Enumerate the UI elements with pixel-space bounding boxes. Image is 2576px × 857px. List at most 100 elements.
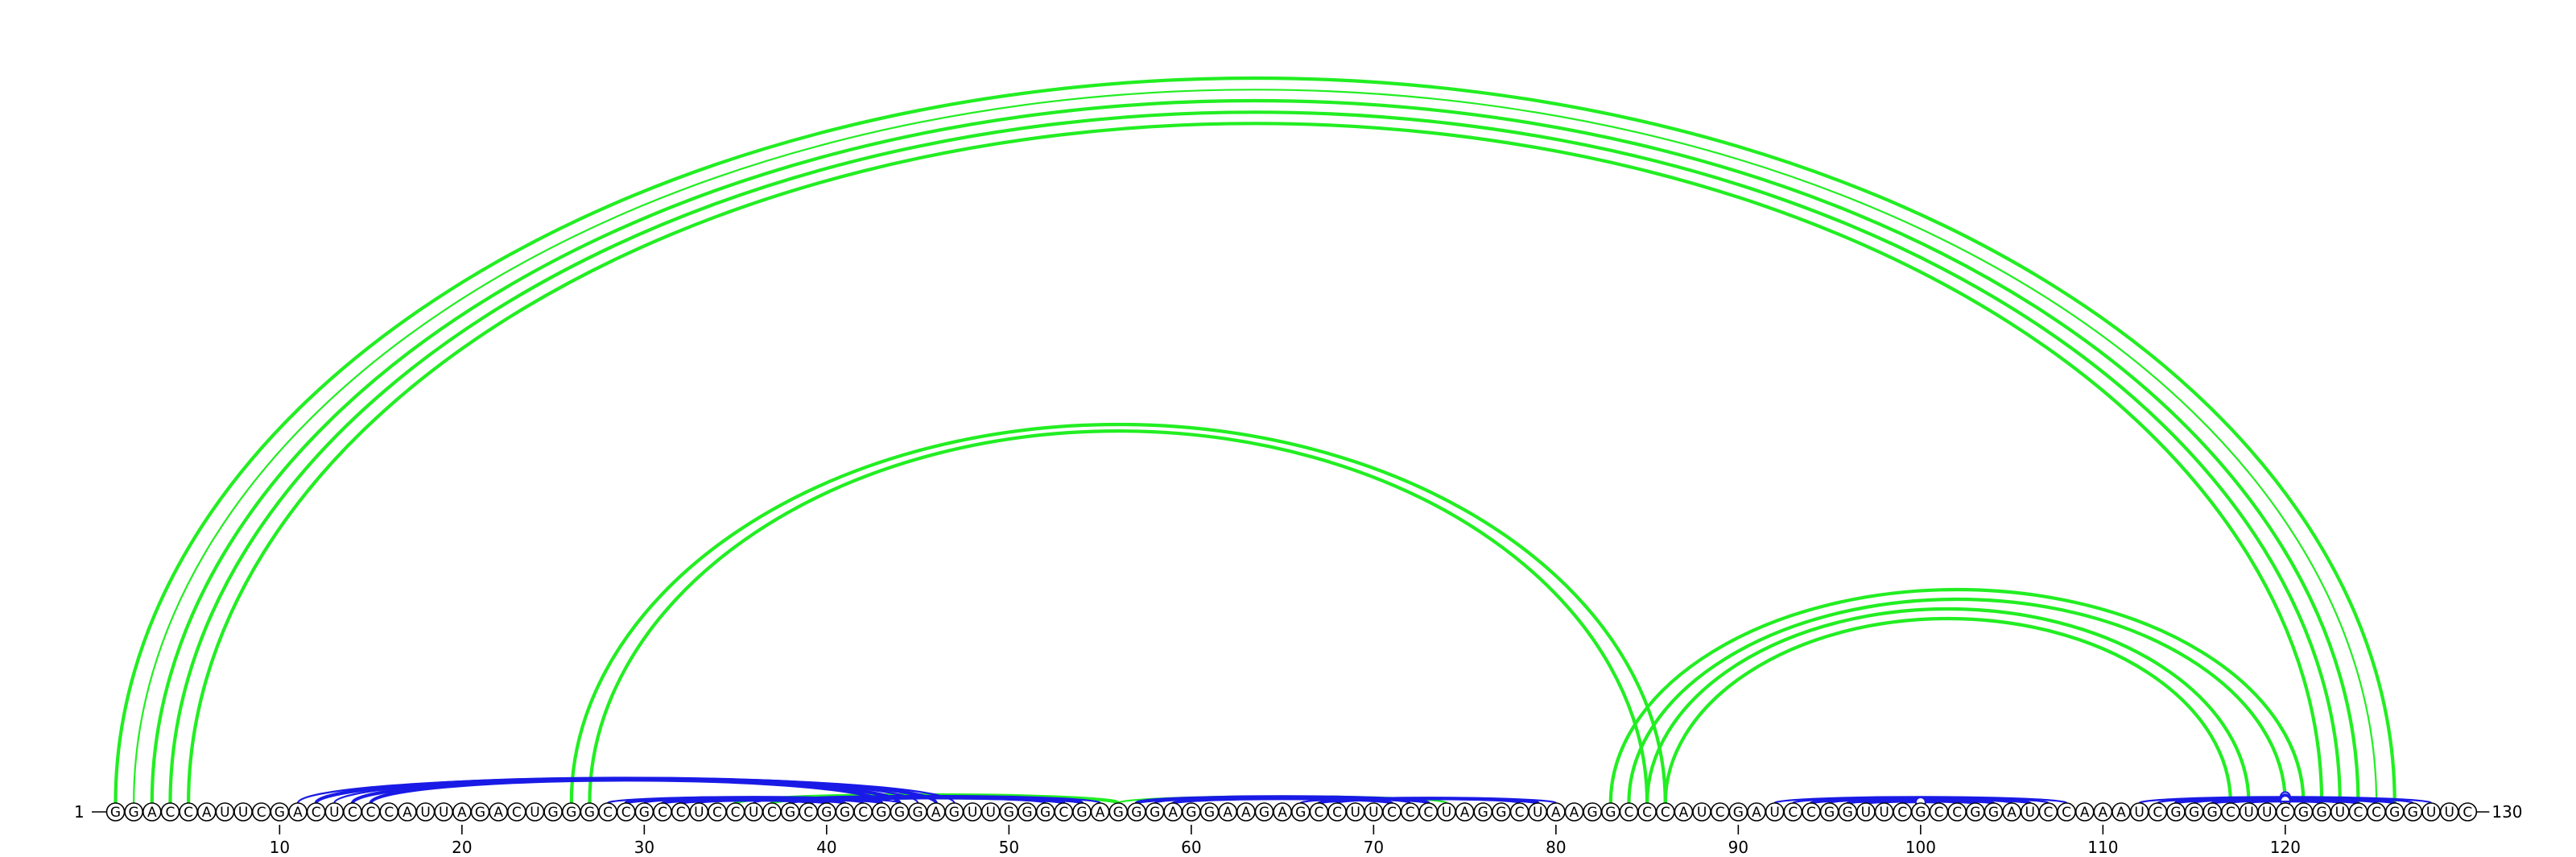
nucleotide-letter: A — [1223, 805, 1232, 821]
nucleotide-letter: C — [1423, 805, 1433, 821]
nucleotide-letter: A — [1096, 805, 1105, 821]
nucleotide-letter: G — [840, 805, 850, 821]
nucleotide: C — [2057, 802, 2076, 822]
nucleotide-letter: G — [894, 805, 905, 821]
blue-base-pair-arc — [1335, 798, 1521, 805]
nucleotide: A — [288, 802, 308, 822]
nucleotide-letter: G — [275, 805, 285, 821]
nucleotide: A — [1273, 802, 1292, 822]
nucleotide: A — [2074, 802, 2095, 822]
nucleotide-letter: A — [2099, 805, 2108, 821]
position-tick: 10 — [270, 825, 290, 857]
tick-label: 60 — [1181, 838, 1201, 857]
nucleotide: U — [744, 802, 764, 822]
nucleotide-letter: C — [1515, 805, 1525, 821]
nucleotide-letter: G — [1295, 805, 1306, 821]
nucleotide: C — [2148, 802, 2168, 822]
tick-label: 10 — [270, 838, 290, 857]
nucleotide: C — [1637, 802, 1657, 822]
position-tick: 100 — [1905, 825, 1936, 857]
nucleotide-letter: U — [1533, 805, 1542, 821]
nucleotide: C — [853, 802, 873, 822]
nucleotide: C — [2038, 802, 2058, 822]
nucleotide: G — [1966, 802, 1985, 822]
nucleotide-letter: U — [2134, 805, 2144, 821]
nucleotide-letter: C — [348, 805, 357, 821]
nucleotide: A — [2093, 802, 2113, 822]
nucleotide-letter: G — [949, 805, 960, 821]
green-base-pair-arc — [1608, 587, 2306, 804]
green-base-pair-arc — [150, 98, 2360, 804]
green-base-pair-arc — [1645, 607, 2251, 804]
nucleotide: U — [1692, 802, 1711, 822]
nucleotide-letter: C — [2043, 805, 2053, 821]
nucleotide-letter: A — [1168, 805, 1178, 821]
nucleotide-letter: C — [366, 805, 376, 821]
nucleotide: G — [1911, 802, 1930, 822]
nucleotide-letter: A — [402, 805, 412, 821]
nucleotide-letter: U — [1861, 805, 1871, 821]
nucleotide-letter: U — [2444, 805, 2454, 821]
nucleotide: U — [525, 802, 545, 822]
nucleotide-letter: U — [238, 805, 248, 821]
nucleotide-letter: C — [621, 805, 631, 821]
nucleotide-letter: U — [2244, 805, 2253, 821]
nucleotide-letter: U — [1368, 805, 1378, 821]
nucleotide: G — [999, 802, 1019, 822]
nucleotide-letter: A — [493, 805, 503, 821]
nucleotide-letter: U — [1350, 805, 1360, 821]
nucleotide-letter: C — [676, 805, 686, 821]
nucleotide: G — [908, 802, 927, 822]
nucleotide: A — [1236, 802, 1256, 822]
sequence-axis: 1 130 — [74, 802, 2523, 822]
nucleotide-letter: C — [2462, 805, 2472, 821]
nucleotide-letter: C — [312, 805, 321, 821]
nucleotide-letter: C — [1332, 805, 1342, 821]
nucleotide-letter: C — [1059, 805, 1068, 821]
nucleotide-letter: A — [147, 805, 157, 821]
nucleotide-letter: C — [166, 805, 175, 821]
nucleotide-letter: G — [913, 805, 923, 821]
nucleotide-letter: U — [2262, 805, 2272, 821]
sequence-start-label: 1 — [74, 802, 85, 822]
nucleotide: G — [1108, 802, 1129, 822]
nucleotide-letter: A — [293, 805, 303, 821]
nucleotide-letter: U — [2025, 805, 2035, 821]
nucleotide: G — [2293, 802, 2314, 822]
nucleotide-letter: C — [658, 805, 667, 821]
nucleotide: C — [179, 802, 198, 822]
nucleotide-letter: G — [2389, 805, 2400, 821]
nucleotide-letter: G — [1970, 805, 1980, 821]
nucleotide-letter: A — [2080, 805, 2090, 821]
nucleotide: A — [398, 802, 417, 822]
nucleotide: G — [872, 802, 891, 822]
position-tick: 60 — [1181, 825, 1202, 857]
nucleotide: G — [1127, 802, 1146, 822]
tick-label: 110 — [2087, 838, 2118, 857]
nucleotide-letter: G — [1040, 805, 1051, 821]
green-base-pair-arc — [133, 88, 2378, 804]
nucleotide: G — [1199, 802, 1220, 822]
nucleotide: C — [1619, 802, 1639, 822]
nucleotide: C — [2221, 802, 2240, 822]
nucleotide: U — [2421, 802, 2441, 822]
nucleotide-letter: G — [548, 805, 559, 821]
nucleotide: G — [1583, 802, 1602, 822]
nucleotide: G — [2202, 802, 2223, 822]
nucleotide-letter: C — [858, 805, 868, 821]
nucleotide-letter: C — [1897, 805, 1907, 821]
nucleotide-letter: U — [329, 805, 339, 821]
nucleotide-letter: G — [1022, 805, 1032, 821]
nucleotide: A — [2112, 802, 2131, 822]
nucleotide: G — [1254, 802, 1274, 822]
nucleotide-letter: A — [1460, 805, 1470, 821]
nucleotide-letter: G — [475, 805, 485, 821]
nucleotide: C — [708, 802, 727, 822]
nucleotide: C — [1655, 802, 1675, 822]
nucleotide: U — [980, 802, 1001, 822]
nucleotide: G — [2384, 802, 2405, 822]
green-base-pair-arc — [1663, 616, 2232, 804]
green-base-pair-arc — [188, 123, 2322, 803]
position-tick: 40 — [816, 825, 837, 857]
